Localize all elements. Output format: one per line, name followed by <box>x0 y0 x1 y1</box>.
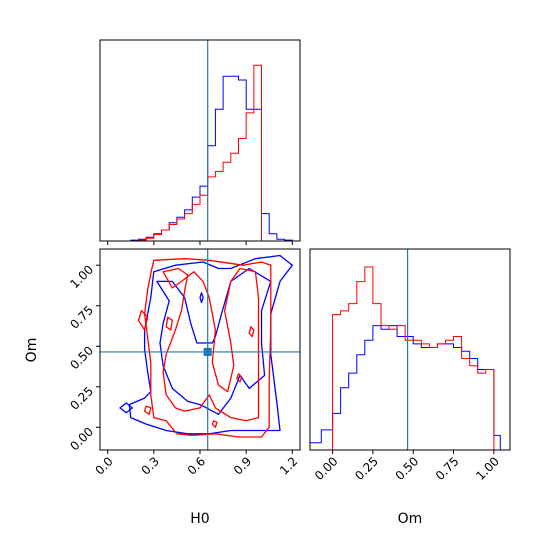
contour-series-b-5 <box>211 420 218 428</box>
h0-histogram-series-b <box>107 64 293 242</box>
h0-histogram-panel <box>99 39 301 242</box>
contour-series-b-0 <box>143 258 272 438</box>
contour-series-a-2 <box>119 402 133 414</box>
x-axis-label-om: Om <box>398 511 423 527</box>
x-axis-label-h0: H0 <box>190 511 209 527</box>
contour-series-b-3 <box>165 316 173 331</box>
contour-series-b-1 <box>162 267 260 422</box>
om-histogram-series-b <box>310 266 501 451</box>
contour-series-b-4 <box>143 405 152 415</box>
contour-series-a-1 <box>156 267 272 415</box>
truth-marker <box>203 347 212 356</box>
om-histogram-frame <box>309 248 511 451</box>
contour-series-a-0 <box>128 254 293 435</box>
contour-series-b-7 <box>248 326 255 338</box>
om-histogram-series-a <box>309 325 501 450</box>
om-histogram-panel <box>309 248 511 451</box>
contour-series-a-3 <box>199 292 204 304</box>
y-axis-label-om: Om <box>24 338 40 363</box>
contour-series-b-6 <box>236 373 243 383</box>
contour-series-b-2 <box>137 309 149 331</box>
